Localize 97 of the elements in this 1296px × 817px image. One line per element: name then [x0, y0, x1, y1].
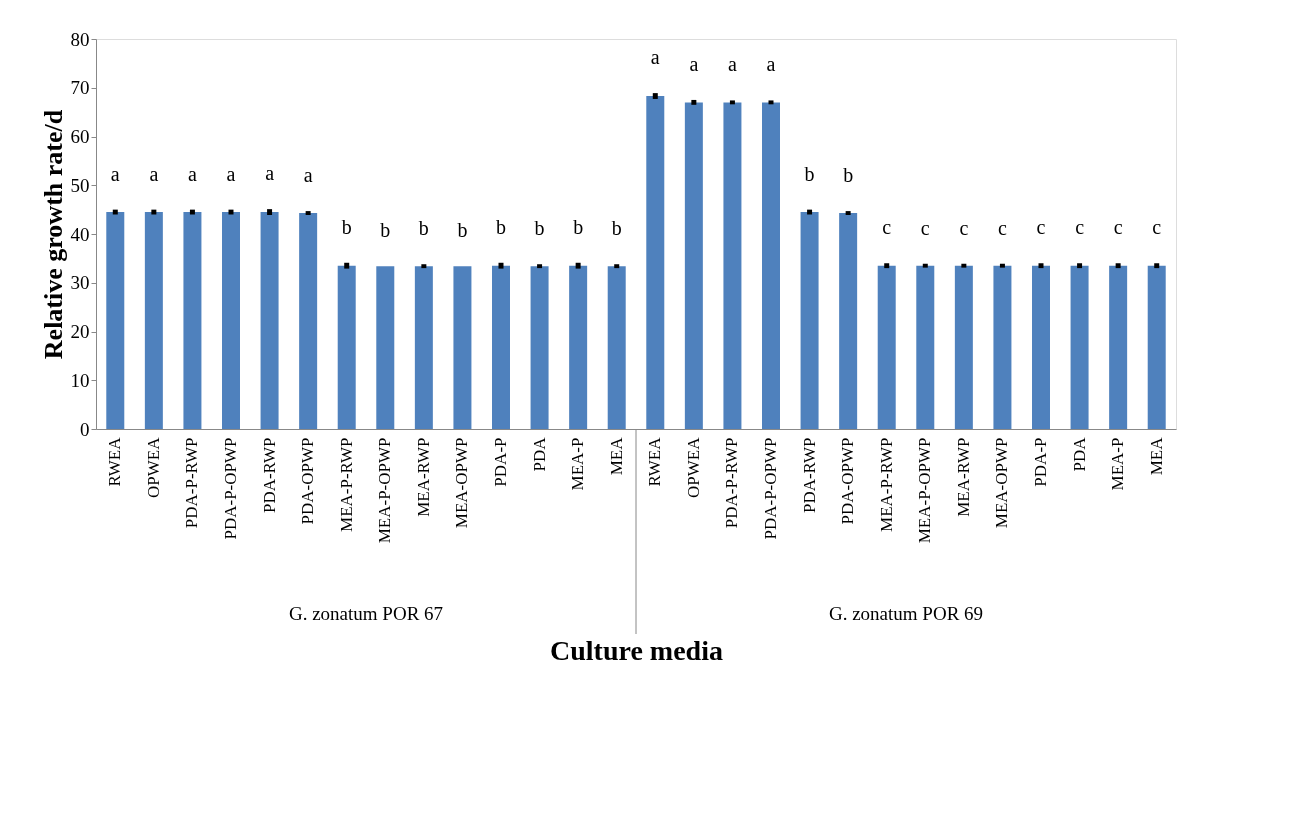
bar [800, 212, 819, 429]
bar [916, 265, 935, 429]
x-tick-label: PDA-OPWP [298, 437, 318, 525]
data-label: b [457, 219, 468, 242]
x-tick-label: MEA-RWP [413, 437, 433, 517]
bar [260, 212, 279, 429]
y-tick-label: 60 [70, 126, 90, 147]
x-tick-label: MEA-P-RWP [336, 437, 356, 532]
bar [839, 213, 858, 429]
bar [337, 265, 356, 429]
x-tick-label: MEA-OPWP [992, 437, 1012, 529]
data-label: b [573, 215, 584, 238]
bar [530, 266, 549, 429]
y-tick-label: 70 [70, 77, 90, 99]
x-axis-title: Culture media [550, 635, 723, 667]
data-label: c [1152, 216, 1162, 239]
y-tick-label: 80 [70, 28, 90, 50]
bar [106, 212, 125, 429]
bar [376, 266, 395, 429]
x-tick-label: OPWEA [683, 436, 703, 498]
x-tick-label: RWEA [645, 436, 665, 487]
bar [1070, 265, 1089, 429]
bar [414, 266, 433, 429]
x-tick-label: PDA [529, 436, 549, 472]
bar [569, 265, 588, 429]
data-label: c [1113, 216, 1123, 239]
x-tick-label: MEA-RWP [953, 437, 973, 517]
text: G. zonatum POR 67 [288, 603, 444, 624]
bar [723, 102, 742, 429]
y-tick-label: 50 [70, 174, 90, 196]
data-label: a [226, 162, 236, 185]
y-tick-label: 40 [70, 223, 90, 245]
data-label: a [650, 46, 660, 69]
x-tick-label: PDA-P [1031, 437, 1050, 487]
data-label: a [727, 53, 737, 76]
y-tick-label: 30 [70, 272, 90, 294]
x-tick-label: PDA-RWP [259, 437, 279, 514]
bar [183, 212, 202, 429]
x-tick-label: MEA-P [1108, 437, 1128, 491]
y-axis-title: Relative growth rate/d [38, 109, 68, 360]
data-label: b [418, 217, 429, 240]
text: G. zonatum POR 69 [828, 603, 984, 624]
x-tick-label: MEA-P-OPWP [915, 437, 935, 544]
x-tick-label: RWEA [105, 436, 125, 487]
data-label: a [110, 162, 120, 185]
bar [646, 96, 665, 429]
x-tick-label: OPWEA [143, 436, 163, 498]
x-tick-label: MEA [606, 436, 626, 476]
data-label: a [766, 53, 776, 76]
data-label: b [496, 215, 506, 238]
x-tick-label: MEA-P-RWP [876, 437, 896, 532]
data-label: b [611, 217, 622, 240]
x-tick-label: PDA-P-RWP [182, 437, 202, 529]
bar [492, 265, 510, 429]
x-tick-label: PDA-P-OPWP [221, 437, 240, 540]
x-tick-label: MEA-P-OPWP [375, 437, 395, 544]
bar [144, 212, 163, 429]
x-tick-label: PDA-RWP [799, 437, 819, 514]
bar [993, 265, 1012, 429]
data-label: c [920, 216, 930, 239]
x-tick-label: PDA-P-RWP [722, 437, 742, 529]
bar [453, 266, 472, 429]
data-label: b [534, 217, 545, 240]
data-label: b [341, 215, 352, 238]
bar [1147, 265, 1166, 429]
data-label: b [804, 162, 815, 185]
bar [762, 102, 780, 429]
bar [1032, 265, 1050, 429]
data-label: b [843, 164, 854, 187]
data-label: c [1075, 216, 1085, 239]
y-tick-label: 10 [70, 369, 90, 391]
y-tick-label: 20 [70, 321, 90, 342]
x-tick-label: PDA-P-OPWP [761, 437, 780, 540]
x-tick-label: PDA [1069, 436, 1089, 472]
bar [1109, 265, 1128, 429]
data-label: c [882, 216, 892, 239]
data-label: a [303, 164, 313, 187]
y-tick-label: 0 [80, 418, 90, 440]
data-label: c [1036, 216, 1046, 239]
data-label: c [997, 216, 1007, 239]
bar [299, 213, 318, 429]
data-label: a [689, 52, 699, 75]
data-label: a [149, 162, 159, 185]
bar [954, 265, 973, 429]
x-tick-label: PDA-P [491, 437, 510, 487]
x-tick-label: MEA [1146, 436, 1166, 476]
x-tick-label: MEA-OPWP [452, 437, 472, 529]
x-tick-label: MEA-P [568, 437, 588, 491]
x-tick-label: PDA-OPWP [838, 437, 858, 525]
data-label: a [187, 162, 197, 185]
data-label: a [265, 162, 275, 185]
bar [222, 212, 240, 429]
data-label: c [959, 216, 969, 239]
bar [684, 102, 703, 429]
data-label: b [380, 219, 391, 242]
bar [607, 266, 626, 429]
bar [877, 265, 896, 429]
